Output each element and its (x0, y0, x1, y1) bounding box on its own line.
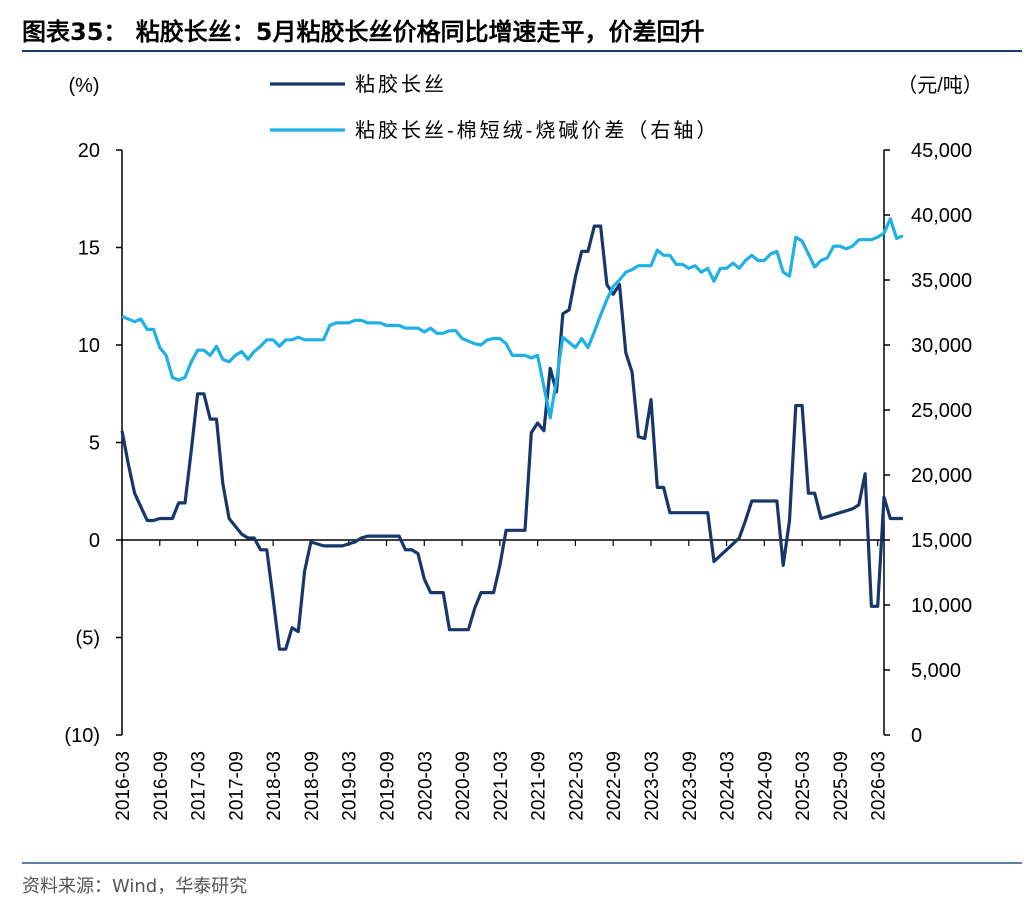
right-tick-label: 25,000 (911, 400, 972, 422)
x-tick-label: 2023-09 (680, 751, 701, 821)
legend-label: 粘胶长丝-棉短绒-烧碱价差（右轴） (355, 119, 719, 142)
left-tick-label: 0 (89, 530, 100, 552)
axes: (10) (5) 0 5 10 15 20 0 5,000 10,000 15,000 20,000 2… (64, 74, 982, 821)
series-line-viscose-filament (120, 224, 903, 651)
x-tick-label: 2023-03 (642, 751, 663, 821)
right-tick-label: 20,000 (911, 465, 972, 487)
x-tick-label: 2021-09 (529, 751, 550, 821)
right-tick-label: 15,000 (911, 530, 972, 552)
right-tick-label: 5,000 (911, 660, 961, 682)
x-tick-label: 2020-03 (415, 751, 436, 821)
left-tick-label: (5) (76, 628, 100, 650)
right-tick-label: 0 (911, 725, 922, 747)
right-unit-label: （元/吨） (897, 74, 983, 97)
x-tick-label: 2019-03 (340, 751, 361, 821)
x-tick-label: 2024-09 (755, 751, 776, 821)
right-tick-label: 10,000 (911, 595, 972, 617)
footer-rule (22, 862, 1022, 864)
x-tick-label: 2018-09 (302, 751, 323, 821)
source-note: 资料来源：Wind，华泰研究 (22, 876, 248, 897)
left-tick-label: 20 (78, 140, 100, 162)
legend-label: 粘胶长丝 (355, 73, 447, 96)
x-tick-label: 2016-09 (151, 751, 172, 821)
x-tick-label: 2018-03 (264, 751, 285, 821)
x-tick-label: 2022-03 (566, 751, 587, 821)
x-tick-label: 2016-03 (113, 751, 134, 821)
x-tick-label: 2017-03 (189, 751, 210, 821)
x-tick-label: 2025-09 (831, 751, 852, 821)
x-tick-label: 2021-03 (491, 751, 512, 821)
left-unit-label: (%) (68, 75, 99, 97)
x-tick-label: 2025-03 (793, 751, 814, 821)
series-line-price-spread (121, 217, 904, 420)
left-tick-label: 10 (78, 335, 100, 357)
title-rule (22, 50, 1022, 52)
right-tick-label: 40,000 (911, 205, 972, 227)
x-tick-label: 2017-09 (226, 751, 247, 821)
x-tick-label: 2024-03 (718, 751, 739, 821)
series-lines (120, 217, 904, 651)
right-tick-label: 45,000 (911, 140, 972, 162)
x-tick-label: 2019-09 (377, 751, 398, 821)
left-tick-label: 5 (89, 433, 100, 455)
left-tick-label: 15 (78, 238, 100, 260)
x-tick-label: 2020-09 (453, 751, 474, 821)
x-tick-label: 2022-09 (604, 751, 625, 821)
left-tick-label: (10) (64, 725, 100, 747)
right-tick-label: 30,000 (911, 335, 972, 357)
figure-title: 图表35： 粘胶长丝：5月粘胶长丝价格同比增速走平，价差回升 (22, 18, 705, 46)
x-tick-label: 2026-03 (869, 751, 890, 821)
right-tick-label: 35,000 (911, 270, 972, 292)
